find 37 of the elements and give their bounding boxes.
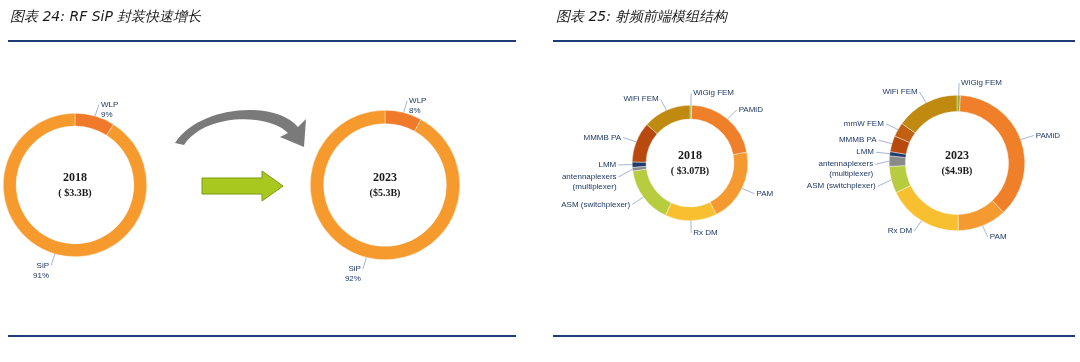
slice-label: WiGig FEM [693, 88, 735, 98]
slice-label: ASM (switchplexer) [806, 181, 877, 191]
slice-label: PAM [989, 232, 1007, 242]
slice-label: antennaplexers (multiplexer) [818, 159, 874, 179]
slice-label: PAM [756, 188, 774, 198]
slice-label: WiFi FEM [882, 87, 918, 97]
slice-label: PAMiD [1035, 130, 1061, 140]
slice-label: MMMB PA [838, 135, 878, 145]
data-label: 91% [33, 270, 50, 280]
data-label: 9% [100, 109, 113, 119]
text: 2018 [678, 148, 702, 163]
slice-label: mmW FEM [843, 118, 885, 128]
text: ($5.3B) [369, 186, 401, 199]
slice-label: WLP [409, 96, 427, 106]
text: 2023 [945, 148, 969, 163]
slice-label: LMM [598, 160, 617, 170]
slice-label: MMMB PA [583, 132, 622, 142]
chart-title: 图表 24: RF SiP 封装快速增长 [10, 8, 202, 26]
slice-label: antennaplexers (multiplexer) [561, 172, 617, 192]
text: 2018 [63, 170, 87, 185]
slice-label: LMM [856, 147, 875, 157]
slice-label: Rx DM [887, 226, 913, 236]
text: 2023 [373, 170, 397, 185]
data-label: 92% [344, 274, 361, 284]
slice-label: WiFi FEM [623, 94, 659, 104]
slice-label: SiP [36, 260, 50, 270]
text: ( $3.07B) [670, 164, 710, 177]
text: ( $3.3B) [58, 186, 92, 199]
data-label: 8% [409, 106, 421, 116]
slice-label: Rx DM [693, 227, 718, 237]
slice-label: SiP [348, 264, 361, 274]
slice-label: WiGig FEM [961, 78, 1003, 88]
slice-label: PAMiD [738, 105, 764, 115]
slice-label: ASM (switchplexer) [561, 199, 631, 209]
slice-label: WLP [100, 99, 119, 109]
text: ($4.9B) [941, 164, 973, 177]
chart-title: 图表 25: 射频前端模组结构 [556, 8, 728, 26]
